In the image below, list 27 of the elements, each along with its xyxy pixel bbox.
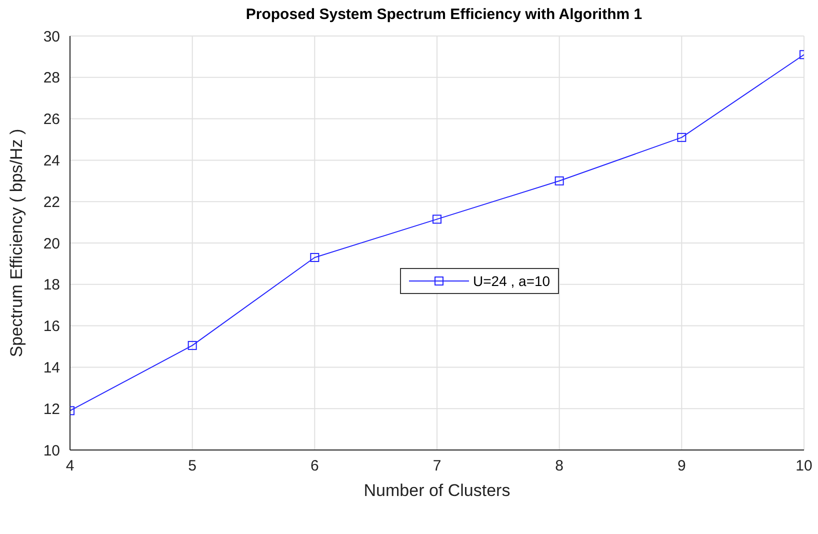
y-tick-label: 10 — [43, 442, 60, 460]
y-tick-label: 12 — [43, 400, 60, 418]
y-tick-label: 18 — [43, 276, 60, 294]
point — [432, 214, 442, 224]
x-tick-label: 7 — [432, 458, 442, 475]
y-tick-label: 30 — [43, 28, 60, 46]
y-axis-title: Spectrum Efficiency ( bps/Hz ) — [7, 128, 26, 358]
point — [677, 132, 686, 142]
point — [188, 340, 197, 350]
chart-title: Proposed System Spectrum Efficiency with Algorithm 1 — [244, 6, 644, 23]
x-axis-title: Number of Clusters — [364, 481, 510, 500]
point — [554, 176, 564, 186]
x-tick-label: 10 — [796, 458, 812, 475]
x-tick-label: 5 — [188, 458, 197, 475]
y-tick-label: 14 — [43, 360, 60, 377]
y-tick-label: 22 — [43, 194, 60, 211]
y-tick-label: 24 — [43, 152, 60, 170]
y-tick-label: 20 — [43, 235, 60, 252]
x-tick-label: 4 — [66, 458, 74, 475]
y-tick-label: 16 — [43, 318, 60, 336]
legend-label: U=24 , a=10 — [473, 273, 550, 289]
y-tick-label: 26 — [43, 111, 60, 128]
x-tick-label: 8 — [555, 458, 564, 475]
x-tick-label: 6 — [310, 458, 319, 475]
y-tick-label: 28 — [43, 70, 60, 87]
x-tick-label: 9 — [677, 458, 686, 475]
point — [310, 252, 320, 262]
